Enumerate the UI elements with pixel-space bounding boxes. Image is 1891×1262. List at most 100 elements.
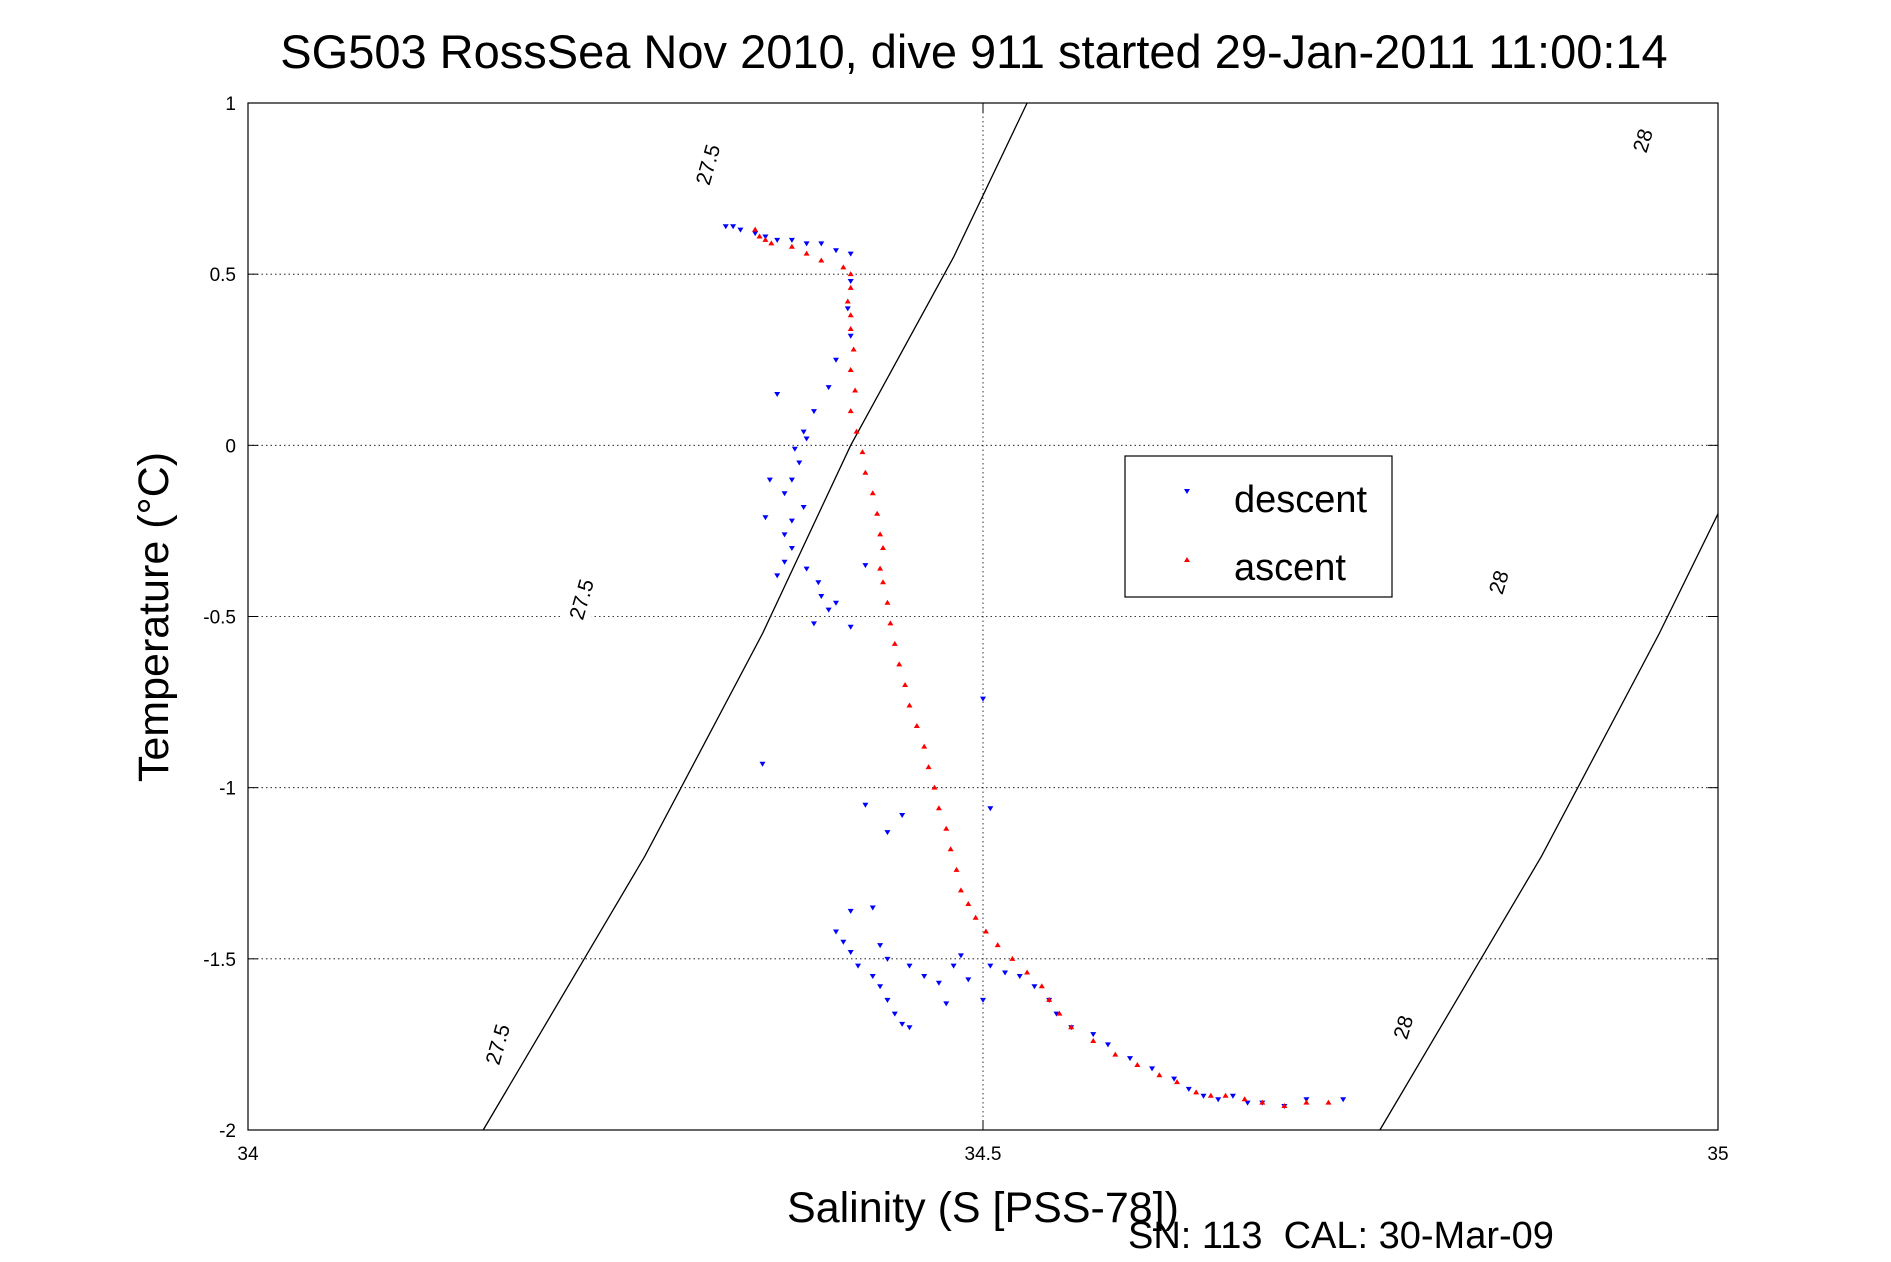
descent-point	[847, 251, 854, 257]
descent-point	[840, 939, 847, 945]
ascent-point	[953, 866, 960, 872]
descent-point	[781, 532, 788, 538]
ascent-point	[847, 312, 854, 318]
ascent-point	[891, 640, 898, 646]
descent-point	[869, 905, 876, 911]
descent-point	[899, 813, 906, 819]
descent-point	[884, 830, 891, 836]
ascent-point	[896, 661, 903, 667]
ascent-point	[994, 942, 1001, 948]
descent-point	[1104, 1042, 1111, 1048]
descent-point	[1215, 1097, 1222, 1103]
descent-point	[921, 973, 928, 979]
ascent-point	[1281, 1103, 1288, 1109]
descent-point	[803, 566, 810, 572]
descent-point	[847, 279, 854, 285]
descent-point	[825, 385, 832, 391]
ascent-point	[1046, 996, 1053, 1002]
ascent-point	[847, 284, 854, 290]
ascent-point	[762, 236, 769, 242]
descent-point	[957, 953, 964, 959]
y-tick-label: -0.5	[203, 608, 236, 629]
descent-point	[737, 227, 744, 233]
descent-point	[950, 963, 957, 969]
descent-point	[722, 224, 729, 230]
ascent-point	[957, 887, 964, 893]
ascent-point	[850, 346, 857, 352]
descent-point	[815, 580, 822, 586]
ascent-point	[887, 620, 894, 626]
ascent-point	[847, 325, 854, 331]
ascent-point	[1038, 983, 1045, 989]
descent-point	[781, 559, 788, 565]
ascent-point	[884, 599, 891, 605]
x-tick-label: 34	[237, 1144, 259, 1165]
x-tick-label: 34.5	[965, 1144, 1002, 1165]
descent-point	[1002, 970, 1009, 976]
ascent-point	[1009, 955, 1016, 961]
descent-point	[818, 241, 825, 247]
descent-point	[855, 963, 862, 969]
ascent-point	[844, 298, 851, 304]
legend-ascent-label: ascent	[1234, 547, 1346, 589]
descent-point	[847, 908, 854, 914]
x-axis-label: Salinity (S [PSS-78])	[787, 1184, 1179, 1232]
ascent-point	[1112, 1051, 1119, 1057]
ascent-point	[965, 901, 972, 907]
descent-point	[1171, 1076, 1178, 1082]
descent-point	[762, 515, 769, 521]
ascent-point	[1090, 1037, 1097, 1043]
descent-point	[847, 333, 854, 339]
contour-line-27-5	[482, 102, 1028, 1131]
ascent-point	[847, 408, 854, 414]
legend-descent-marker	[1184, 489, 1190, 494]
contour-label-background	[477, 1016, 519, 1073]
descent-point	[752, 231, 759, 237]
descent-point	[987, 806, 994, 812]
descent-point	[759, 761, 766, 767]
descent-point	[877, 943, 884, 949]
descent-point	[847, 624, 854, 630]
descent-point	[1185, 1086, 1192, 1092]
ascent-point	[877, 531, 884, 537]
descent-point	[730, 224, 737, 230]
contour-line-28	[1379, 513, 1719, 1131]
ascent-point	[752, 226, 759, 232]
descent-point	[906, 1025, 913, 1031]
descent-series	[722, 224, 1347, 1110]
descent-point	[869, 973, 876, 979]
ascent-point	[852, 387, 859, 393]
ascent-point	[877, 565, 884, 571]
ascent-point	[859, 449, 866, 455]
descent-point	[774, 573, 781, 579]
ascent-point	[1156, 1072, 1163, 1078]
contour-label-background	[1478, 554, 1520, 611]
ascent-point	[1222, 1092, 1229, 1098]
ascent-point	[1068, 1024, 1075, 1030]
legend: descent ascent	[1124, 455, 1393, 598]
ascent-point	[902, 681, 909, 687]
descent-point	[833, 600, 839, 606]
descent-point	[891, 1011, 898, 1017]
descent-point	[766, 477, 773, 483]
ascent-point	[1174, 1079, 1181, 1085]
ascent-point	[1259, 1099, 1266, 1105]
descent-point	[906, 963, 913, 969]
descent-point	[788, 477, 795, 483]
descent-point	[833, 929, 839, 935]
ascent-point	[1325, 1099, 1332, 1105]
ascent-point	[788, 243, 795, 249]
ascent-point	[869, 490, 876, 496]
descent-point	[935, 980, 942, 986]
y-tick-label: -1	[219, 779, 236, 800]
ascent-point	[1193, 1089, 1200, 1095]
descent-point	[833, 248, 839, 254]
descent-point	[818, 593, 825, 599]
ascent-series	[752, 226, 1332, 1109]
ascent-point	[768, 240, 775, 246]
descent-point	[943, 1001, 950, 1007]
descent-point	[1244, 1100, 1251, 1106]
